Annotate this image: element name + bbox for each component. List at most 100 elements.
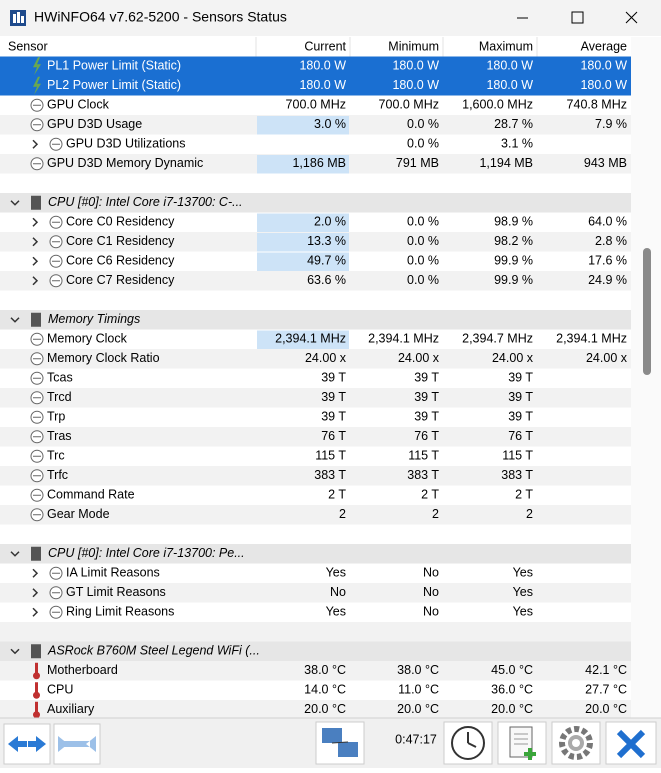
- average-value: 24.00 x: [586, 351, 628, 365]
- minimum-value: 180.0 W: [392, 78, 439, 92]
- scrollbar[interactable]: [631, 37, 661, 718]
- sensor-row: Trcd 39 T 39 T 39 T: [30, 390, 533, 405]
- current-value: 2,394.1 MHz: [275, 332, 346, 346]
- row-background: [0, 388, 631, 408]
- sensor-label: Memory Clock Ratio: [47, 351, 160, 365]
- expander: [32, 256, 39, 266]
- column-header: Minimum: [388, 39, 439, 53]
- expander: [32, 139, 39, 149]
- maximum-value: 1,600.0 MHz: [462, 98, 533, 112]
- maximize-button[interactable]: [571, 11, 584, 24]
- sensor-label: GPU D3D Usage: [47, 117, 142, 131]
- average-value: 2,394.1 MHz: [556, 332, 627, 346]
- row-background: [0, 622, 631, 642]
- sensor-label: Motherboard: [47, 663, 118, 677]
- minimum-value: 0.0 %: [407, 273, 439, 287]
- row-background: [0, 446, 631, 466]
- maximum-value: Yes: [513, 585, 533, 599]
- column-header: Maximum: [479, 39, 533, 53]
- average-value: 64.0 %: [588, 215, 627, 229]
- minimum-value: 700.0 MHz: [379, 98, 439, 112]
- minimum-value: 76 T: [414, 429, 439, 443]
- minimum-value: 38.0 °C: [397, 663, 439, 677]
- sensor-group-row: CPU [#0]: Intel Core i7-13700: C-...: [10, 195, 243, 210]
- clock-button[interactable]: [443, 721, 493, 765]
- maximum-value: 39 T: [508, 371, 533, 385]
- current-highlight: [257, 252, 349, 271]
- sensor-row: GT Limit Reasons No No Yes: [32, 585, 533, 600]
- current-value: 63.6 %: [307, 273, 346, 287]
- toolbar: 0:47:17: [0, 717, 661, 768]
- minimum-value: 24.00 x: [398, 351, 440, 365]
- sensor-label: Core C7 Residency: [66, 273, 175, 287]
- sensor-row: Auxiliary 20.0 °C 20.0 °C 20.0 °C 20.0 °C: [33, 701, 627, 718]
- sensor-label: Core C0 Residency: [66, 215, 175, 229]
- sensor-label: GPU D3D Utilizations: [66, 137, 185, 151]
- sensor-row: Core C6 Residency 49.7 % 0.0 % 99.9 % 17.6 %: [32, 254, 627, 268]
- sensor-row: CPU 14.0 °C 11.0 °C 36.0 °C 27.7 °C: [33, 682, 627, 699]
- power-icon: [33, 76, 41, 95]
- current-highlight: [257, 233, 349, 252]
- sensor-label: PL1 Power Limit (Static): [47, 59, 181, 73]
- sensor-label: Memory Timings: [48, 312, 140, 326]
- thermometer-icon: [35, 701, 38, 714]
- sensor-row: Command Rate 2 T 2 T 2 T: [30, 488, 533, 502]
- row-background: [0, 602, 631, 622]
- collapse-button[interactable]: [53, 723, 101, 765]
- close-button[interactable]: [625, 11, 638, 24]
- minimum-value: 2 T: [421, 488, 439, 502]
- average-value: 27.7 °C: [585, 683, 627, 697]
- current-value: 39 T: [321, 390, 346, 404]
- maximum-value: 20.0 °C: [491, 702, 533, 716]
- minimum-value: No: [423, 605, 439, 619]
- current-highlight: [257, 330, 349, 349]
- sensor-label: CPU [#0]: Intel Core i7-13700: C-...: [48, 195, 243, 209]
- current-value: 76 T: [321, 429, 346, 443]
- expand-button[interactable]: [3, 723, 51, 765]
- minimum-value: No: [423, 585, 439, 599]
- minimum-value: 0.0 %: [407, 137, 439, 151]
- settings-button[interactable]: [551, 721, 601, 765]
- chip-icon: [31, 546, 41, 561]
- maximum-value: 383 T: [501, 468, 533, 482]
- sensor-row: Core C7 Residency 63.6 % 0.0 % 99.9 % 24.9 %: [32, 273, 627, 288]
- current-value: 383 T: [314, 468, 346, 482]
- expander: [10, 317, 20, 323]
- sensor-row: IA Limit Reasons Yes No Yes: [32, 566, 533, 580]
- row-background: [0, 407, 631, 427]
- expander: [32, 607, 39, 617]
- selected-row: [0, 76, 631, 96]
- minimum-value: 180.0 W: [392, 59, 439, 73]
- current-value: 14.0 °C: [304, 683, 346, 697]
- row-background: [0, 134, 631, 154]
- column-header: Average: [581, 39, 627, 53]
- maximum-value: 99.9 %: [494, 273, 533, 287]
- current-value: 38.0 °C: [304, 663, 346, 677]
- sensor-label: Tras: [47, 429, 72, 443]
- minimum-value: 0.0 %: [407, 117, 439, 131]
- row-background: [0, 193, 631, 213]
- average-value: 7.9 %: [595, 117, 627, 131]
- current-value: 2: [339, 507, 346, 521]
- scrollbar-thumb[interactable]: [643, 248, 651, 375]
- current-value: 39 T: [321, 371, 346, 385]
- sensor-label: IA Limit Reasons: [66, 566, 160, 580]
- report-button[interactable]: [497, 721, 547, 765]
- average-value: 42.1 °C: [585, 663, 627, 677]
- average-value: 24.9 %: [588, 273, 627, 287]
- sensor-row: GPU Clock 700.0 MHz 700.0 MHz 1,600.0 MHz 74…: [30, 98, 627, 112]
- row-background: [0, 173, 631, 193]
- maximum-value: 180.0 W: [486, 78, 533, 92]
- minimum-value: 2: [432, 507, 439, 521]
- sensor-row: Tcas 39 T 39 T 39 T: [30, 371, 533, 385]
- sensor-row: Trfc 383 T 383 T 383 T: [30, 468, 533, 483]
- app-icon: [10, 10, 26, 26]
- sensor-row: Core C1 Residency 13.3 % 0.0 % 98.2 % 2.8 %: [32, 234, 627, 249]
- exit-button[interactable]: [605, 721, 657, 765]
- minimum-value: 39 T: [414, 390, 439, 404]
- sensor-row: GPU D3D Memory Dynamic 1,186 MB 791 MB 1,19…: [30, 156, 627, 171]
- network-button[interactable]: [315, 721, 365, 765]
- sensor-label: Core C1 Residency: [66, 234, 175, 248]
- maximum-value: 98.9 %: [494, 215, 533, 229]
